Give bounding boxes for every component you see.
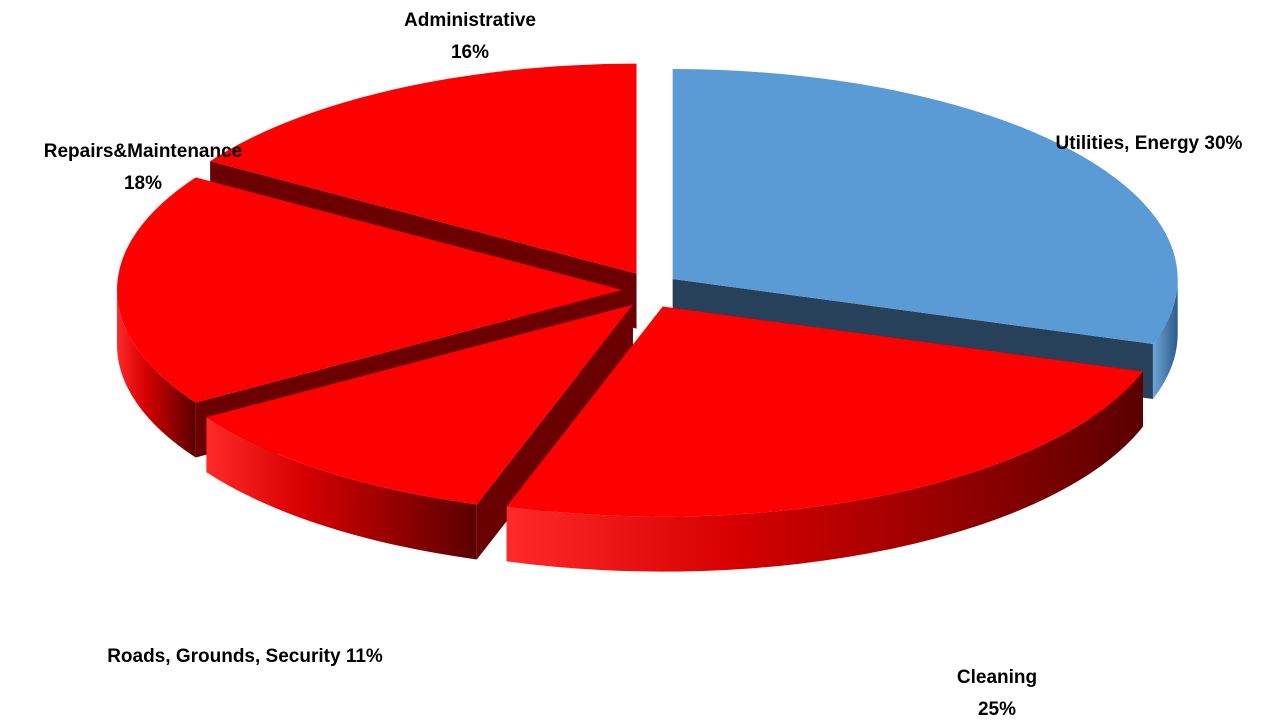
slice-top-3 — [117, 177, 622, 403]
slice-label-roads-grounds-security: Roads, Grounds, Security 11% — [107, 646, 383, 667]
slice-top-0 — [672, 69, 1178, 344]
slice-label-repairs-maintenance: Repairs&Maintenance — [44, 141, 243, 162]
slice-value-repairs-maintenance: 18% — [124, 173, 162, 194]
slice-outer-side-1-0 — [506, 371, 1143, 572]
slice-outer-side-0-0 — [1152, 279, 1178, 399]
slice-label-cleaning: Cleaning — [957, 667, 1037, 688]
slice-label-utilities-energy: Utilities, Energy 30% — [1056, 133, 1243, 154]
pie-slice-1 — [506, 306, 1143, 572]
slice-label-administrative: Administrative — [404, 10, 536, 31]
slice-value-administrative: 16% — [451, 42, 489, 63]
slice-top-1 — [506, 306, 1143, 517]
slice-value-cleaning: 25% — [978, 699, 1016, 720]
slice-top-2 — [206, 304, 633, 505]
slice-outer-side-2-0 — [206, 417, 477, 560]
slice-top-4 — [210, 63, 637, 274]
slice-outer-side-3-0 — [117, 290, 196, 458]
